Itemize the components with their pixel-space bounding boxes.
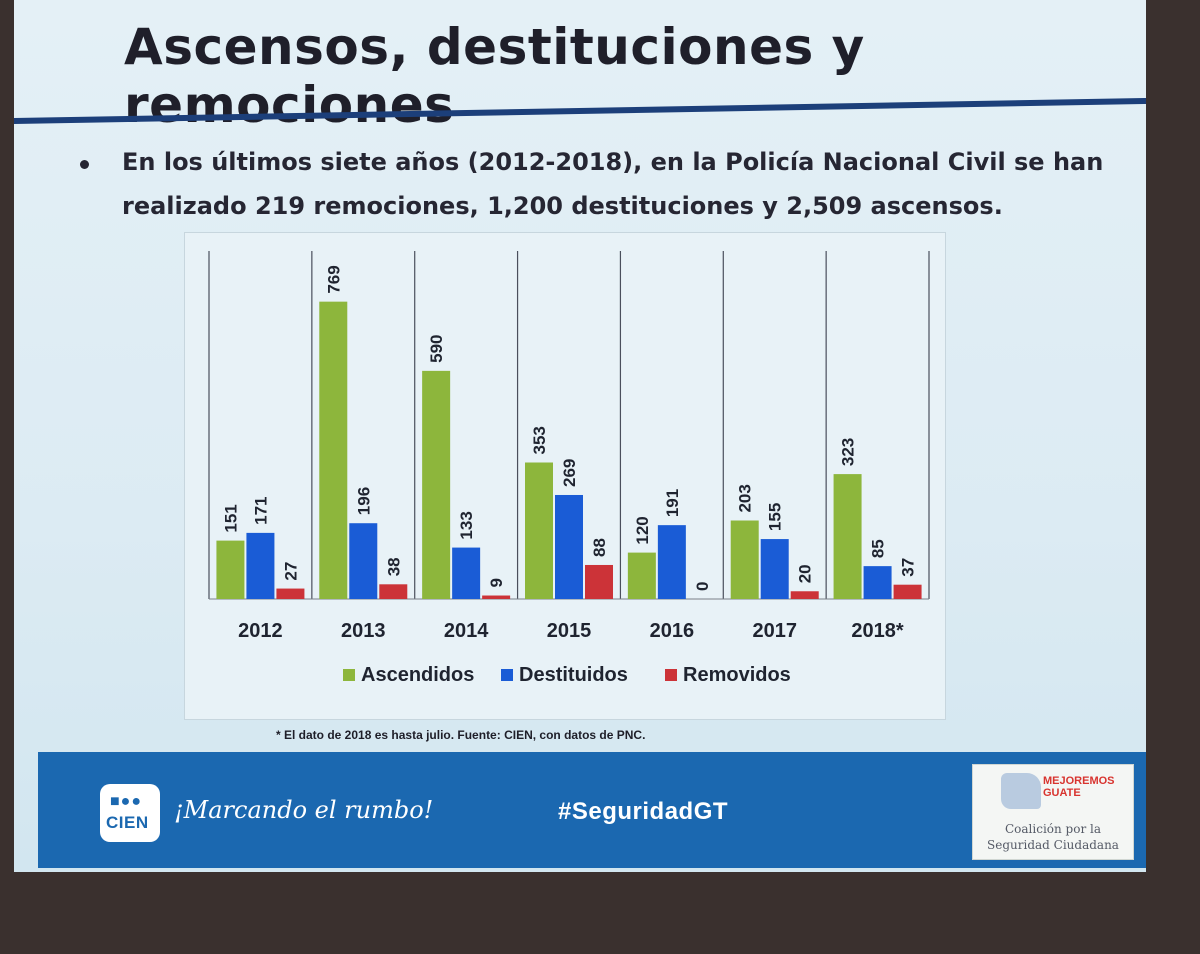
hashtag: #SeguridadGT: [558, 798, 729, 825]
data-label: 38: [384, 557, 403, 576]
partner-brand-line-1: MEJOREMOS: [1043, 775, 1115, 787]
legend-label: Removidos: [683, 664, 791, 686]
bullet-line-1: En los últimos siete años (2012-2018), e…: [122, 148, 1104, 176]
legend-swatch-ascendidos: [343, 669, 355, 681]
x-tick-label: 2018*: [851, 620, 903, 642]
partner-name-line-2: Seguridad Ciudadana: [987, 838, 1119, 852]
bar-ascendidos: [730, 520, 759, 599]
logo-dots-icon: ■●●: [110, 793, 142, 810]
partner-logo: MEJOREMOS GUATE Coalición por la Segurid…: [972, 764, 1134, 860]
bar-ascendidos: [216, 540, 245, 599]
bar-ascendidos: [422, 370, 451, 599]
data-label: 20: [796, 564, 815, 583]
bar-destituidos: [657, 525, 686, 599]
slogan: ¡Marcando el rumbo!: [174, 796, 434, 824]
data-label: 27: [281, 562, 300, 581]
bar-destituidos: [760, 539, 789, 599]
bar-ascendidos: [319, 301, 348, 599]
x-tick-label: 2012: [238, 620, 283, 642]
partner-brand-line-2: GUATE: [1043, 787, 1081, 799]
data-label: 590: [427, 334, 446, 362]
partner-name: Coalición por la Seguridad Ciudadana: [973, 821, 1133, 853]
data-label: 171: [251, 497, 270, 525]
data-label: 120: [633, 516, 652, 544]
bar-removidos: [482, 595, 511, 599]
legend-label: Ascendidos: [361, 664, 474, 686]
partner-brand: MEJOREMOS GUATE: [1043, 775, 1115, 799]
footer-bar: ■●● CIEN ¡Marcando el rumbo! #SeguridadG…: [38, 752, 1146, 868]
data-label: 203: [736, 484, 755, 512]
data-label: 353: [530, 426, 549, 454]
bar-destituidos: [555, 494, 583, 599]
bar-removidos: [276, 588, 305, 599]
footnote: * El dato de 2018 es hasta julio. Fuente…: [276, 728, 646, 742]
guatemala-map-icon: [1001, 773, 1041, 809]
data-label: 85: [869, 539, 888, 558]
bar-destituidos: [246, 532, 275, 599]
bar-chart: 151 171 27 2012 769 196 38 2013 590 133 9 2014 353 26…: [208, 251, 930, 686]
x-tick-label: 2016: [650, 620, 695, 642]
legend-label: Destituidos: [519, 664, 628, 686]
data-label: 9: [487, 578, 506, 587]
data-label: 133: [457, 511, 476, 539]
data-label: 155: [766, 503, 785, 531]
cien-logo: ■●● CIEN: [100, 784, 160, 842]
data-label: 151: [221, 504, 240, 532]
data-label: 769: [324, 265, 343, 293]
bar-destituidos: [349, 523, 378, 599]
x-tick-label: 2014: [444, 620, 489, 642]
x-tick-label: 2013: [341, 620, 386, 642]
data-label: 0: [693, 582, 712, 591]
bullet-text: En los últimos siete años (2012-2018), e…: [122, 140, 1122, 228]
partner-name-line-1: Coalición por la: [1004, 822, 1101, 836]
bar-removidos: [893, 584, 922, 599]
bullet-line-2: realizado 219 remociones, 1,200 destituc…: [122, 192, 1003, 220]
bar-removidos: [585, 564, 613, 599]
bar-removidos: [379, 584, 408, 599]
bar-ascendidos: [525, 462, 553, 599]
data-label: 37: [899, 558, 918, 577]
chart-container: 151 171 27 2012 769 196 38 2013 590 133 9 2014 353 26…: [184, 232, 946, 720]
legend-swatch-removidos: [665, 669, 677, 681]
title-divider: [14, 98, 1146, 124]
data-label: 196: [354, 487, 373, 515]
bullet-icon: [80, 160, 89, 169]
bar-destituidos: [863, 566, 892, 599]
data-label: 323: [839, 438, 858, 466]
legend-swatch-destituidos: [501, 669, 513, 681]
bar-destituidos: [452, 547, 481, 599]
bar-ascendidos: [627, 552, 656, 599]
x-tick-label: 2015: [547, 620, 592, 642]
data-label: 88: [590, 538, 609, 557]
bar-removidos: [790, 591, 819, 599]
cien-logo-text: CIEN: [106, 813, 149, 832]
slide-title: Ascensos, destituciones y remociones: [124, 18, 865, 134]
x-tick-label: 2017: [752, 620, 797, 642]
data-label: 191: [663, 489, 682, 517]
data-label: 269: [560, 459, 579, 487]
slide: Ascensos, destituciones y remociones En …: [14, 0, 1146, 872]
bar-ascendidos: [833, 474, 862, 599]
